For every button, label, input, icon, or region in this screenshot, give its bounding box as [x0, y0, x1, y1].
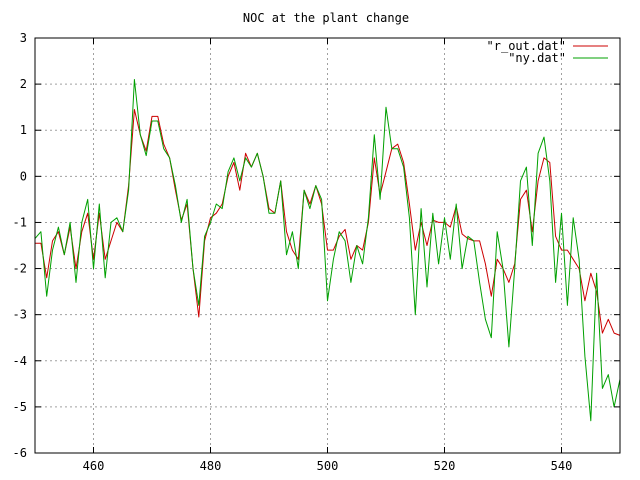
x-tick-label: 480 [200, 459, 222, 473]
axis-ticks: -6 -5 -4 -3 -2 -1 0 1 2 3 460 480 500 520 540 [13, 31, 620, 473]
y-tick-label: -6 [13, 446, 27, 460]
y-tick-label: -4 [13, 354, 27, 368]
series-line-r-out-dat [35, 109, 621, 336]
y-tick-label: -5 [13, 400, 27, 414]
y-tick-label: 1 [20, 123, 27, 137]
x-tick-label: 500 [317, 459, 339, 473]
chart-title: NOC at the plant change [243, 11, 409, 25]
y-tick-label: -2 [13, 262, 27, 276]
y-tick-label: 2 [20, 77, 27, 91]
legend-label: "ny.dat" [508, 51, 566, 65]
y-tick-label: 3 [20, 31, 27, 45]
y-tick-label: -3 [13, 308, 27, 322]
legend: "r_out.dat""ny.dat" [487, 39, 608, 65]
y-tick-label: 0 [20, 169, 27, 183]
x-tick-label: 540 [551, 459, 573, 473]
grid-lines [35, 38, 620, 453]
series-line-ny-dat [34, 79, 621, 422]
y-tick-label: -1 [13, 215, 27, 229]
x-tick-label: 460 [83, 459, 105, 473]
series-lines [34, 79, 621, 422]
x-tick-label: 520 [434, 459, 456, 473]
legend-label: "r_out.dat" [487, 39, 566, 53]
